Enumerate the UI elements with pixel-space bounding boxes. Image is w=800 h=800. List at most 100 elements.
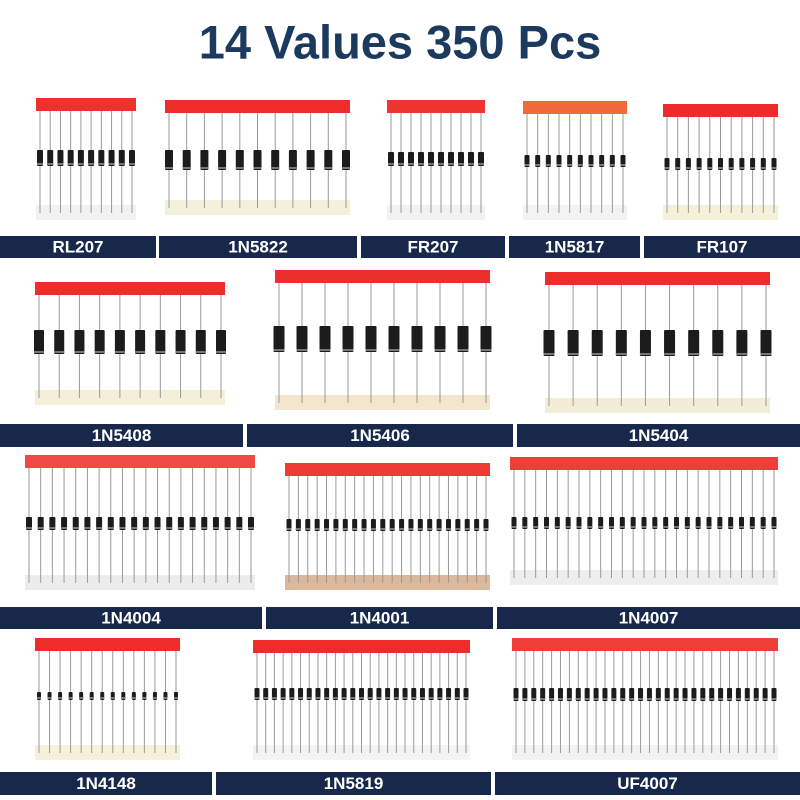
diode-body bbox=[67, 150, 74, 166]
cathode-band bbox=[399, 528, 405, 530]
cathode-band bbox=[388, 163, 394, 165]
diode-body bbox=[388, 152, 394, 166]
diode-body bbox=[566, 688, 572, 701]
cathode-band bbox=[408, 163, 414, 165]
cathode-band bbox=[619, 526, 625, 528]
cathode-band bbox=[454, 697, 460, 699]
cathode-band bbox=[545, 164, 551, 166]
diode-body bbox=[480, 326, 492, 352]
cathode-band bbox=[271, 167, 280, 169]
cathode-band bbox=[684, 526, 690, 528]
cathode-band bbox=[315, 697, 321, 699]
diode-body bbox=[388, 326, 400, 352]
cathode-band bbox=[464, 528, 470, 530]
diode-body bbox=[74, 330, 85, 354]
red-tape bbox=[35, 282, 225, 295]
cathode-band bbox=[664, 353, 676, 355]
label-band bbox=[495, 772, 800, 795]
cathode-band bbox=[483, 528, 489, 530]
base-tape bbox=[523, 205, 627, 220]
part-label: 1N4001 bbox=[350, 608, 410, 627]
cathode-band bbox=[195, 351, 206, 353]
cathode-band bbox=[37, 697, 41, 699]
diode-body bbox=[54, 330, 65, 354]
cathode-band bbox=[522, 698, 528, 700]
red-tape bbox=[663, 104, 778, 117]
cathode-band bbox=[735, 698, 741, 700]
diode-body bbox=[177, 517, 184, 530]
part-label: RL207 bbox=[52, 237, 103, 256]
diode-body bbox=[688, 330, 700, 356]
cathode-band bbox=[419, 697, 425, 699]
cathode-band bbox=[135, 351, 146, 353]
cathode-band bbox=[57, 163, 64, 165]
cathode-band bbox=[94, 351, 105, 353]
cathode-band bbox=[305, 528, 311, 530]
cathode-band bbox=[696, 167, 702, 169]
cathode-band bbox=[728, 526, 734, 528]
red-tape bbox=[35, 638, 180, 651]
cathode-band bbox=[584, 698, 590, 700]
label-band bbox=[0, 424, 243, 447]
part-label: FR107 bbox=[696, 237, 747, 256]
cathode-band bbox=[691, 698, 697, 700]
cathode-band bbox=[333, 528, 339, 530]
cathode-band bbox=[166, 527, 173, 529]
cathode-band bbox=[289, 697, 295, 699]
cathode-band bbox=[254, 697, 260, 699]
diode-body bbox=[129, 150, 135, 166]
cathode-band bbox=[448, 163, 454, 165]
cathode-band bbox=[319, 349, 331, 351]
cathode-band bbox=[131, 527, 138, 529]
cathode-band bbox=[567, 164, 573, 166]
cathode-band bbox=[129, 163, 135, 165]
part-label: UF4007 bbox=[617, 774, 677, 793]
diode-body bbox=[365, 326, 377, 352]
cathode-band bbox=[131, 697, 136, 699]
cathode-band bbox=[739, 526, 744, 528]
diode-body bbox=[201, 517, 208, 530]
cathode-band bbox=[771, 526, 777, 528]
diode-body bbox=[200, 150, 209, 170]
cathode-band bbox=[567, 353, 579, 355]
base-tape bbox=[35, 745, 180, 760]
diode-body bbox=[273, 326, 285, 352]
cathode-band bbox=[84, 527, 91, 529]
cathode-band bbox=[468, 163, 474, 165]
cathode-band bbox=[376, 697, 382, 699]
cathode-band bbox=[685, 167, 691, 169]
diode-body bbox=[114, 330, 125, 354]
red-tape bbox=[36, 98, 136, 111]
cathode-band bbox=[771, 698, 777, 700]
cathode-band bbox=[286, 528, 292, 530]
cathode-band bbox=[727, 698, 733, 700]
diode-body bbox=[727, 688, 733, 701]
part-label: FR207 bbox=[407, 237, 458, 256]
cathode-band bbox=[350, 697, 356, 699]
diode-body bbox=[457, 326, 469, 352]
cathode-band bbox=[118, 163, 125, 165]
diode-body bbox=[34, 330, 44, 354]
diode-body bbox=[718, 688, 724, 701]
label-band bbox=[0, 236, 156, 258]
diode-body bbox=[37, 150, 43, 166]
red-tape bbox=[25, 455, 255, 468]
cathode-band bbox=[388, 349, 400, 351]
cathode-band bbox=[165, 167, 173, 169]
cathode-band bbox=[107, 527, 114, 529]
diode-body bbox=[531, 688, 537, 701]
cathode-band bbox=[609, 164, 615, 166]
diode-body bbox=[771, 688, 777, 701]
label-band bbox=[509, 236, 640, 258]
cathode-band bbox=[646, 698, 652, 700]
cathode-band bbox=[463, 697, 469, 699]
diode-body bbox=[189, 517, 196, 530]
cathode-band bbox=[47, 697, 52, 699]
cathode-band bbox=[155, 351, 166, 353]
diode-body bbox=[611, 688, 617, 701]
part-label: 1N5408 bbox=[92, 426, 152, 445]
cathode-band bbox=[418, 163, 424, 165]
base-tape bbox=[36, 205, 136, 220]
cathode-band bbox=[718, 167, 723, 169]
cathode-band bbox=[739, 167, 745, 169]
